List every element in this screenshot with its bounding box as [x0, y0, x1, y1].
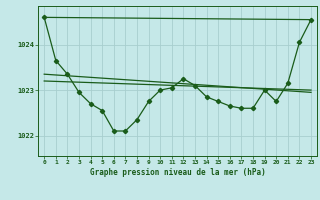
X-axis label: Graphe pression niveau de la mer (hPa): Graphe pression niveau de la mer (hPa)	[90, 168, 266, 177]
